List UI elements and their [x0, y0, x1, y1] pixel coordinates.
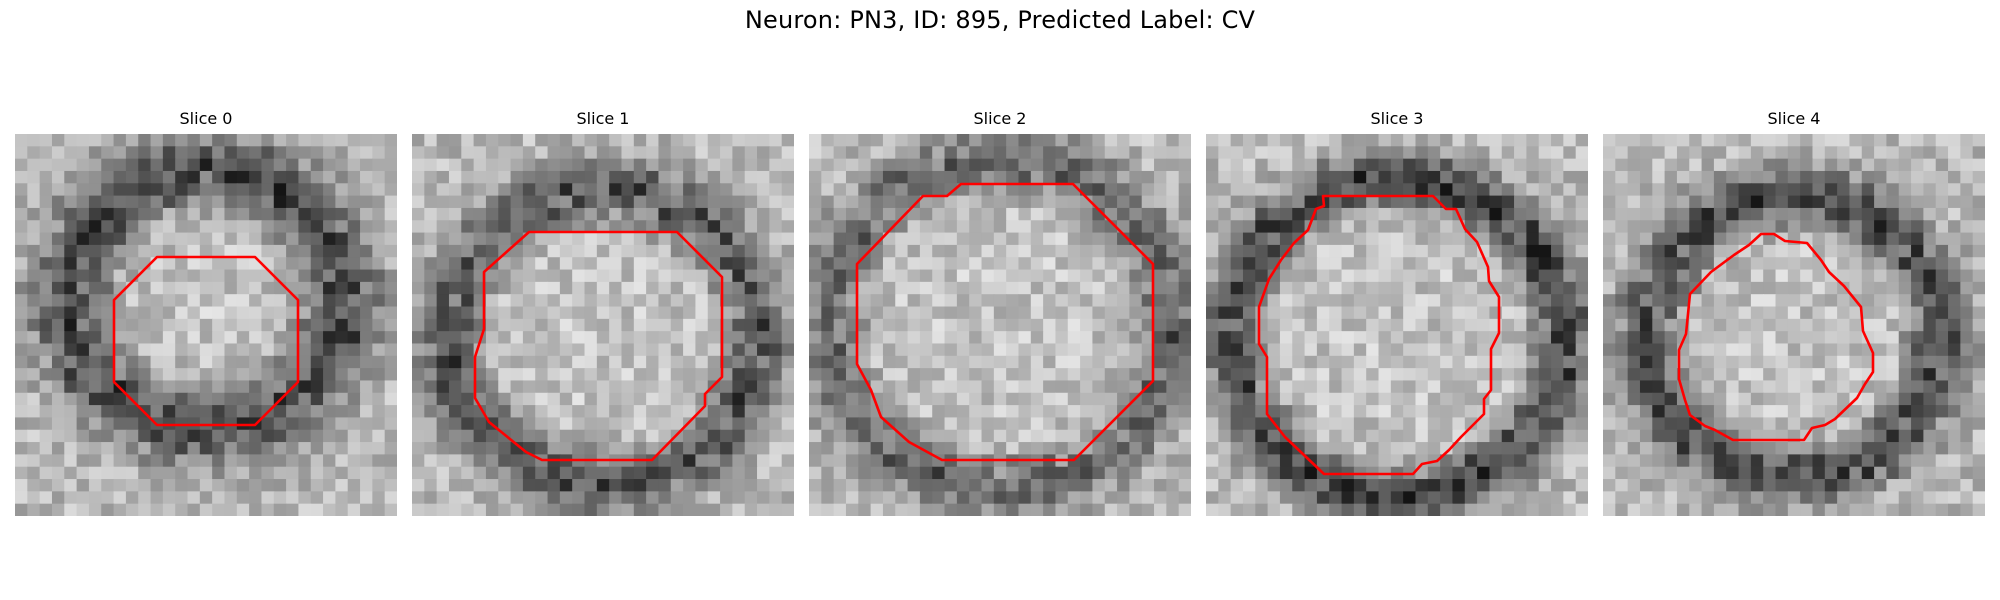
slice-title: Slice 0 — [179, 109, 233, 128]
slice-panel-4: Slice 4 — [1603, 108, 1985, 516]
slice-panel-2: Slice 2 — [809, 108, 1191, 516]
slice-title: Slice 3 — [1370, 109, 1424, 128]
segmentation-contour — [1257, 194, 1501, 476]
slice-image-0 — [15, 134, 397, 516]
slice-image-1 — [412, 134, 794, 516]
slice-title: Slice 4 — [1767, 109, 1821, 128]
slice-title: Slice 1 — [576, 109, 630, 128]
slice-panel-1: Slice 1 — [412, 108, 794, 516]
slice-image-4 — [1603, 134, 1985, 516]
segmentation-contour — [1677, 232, 1875, 442]
segmentation-contour — [112, 255, 300, 427]
slice-image-2 — [809, 134, 1191, 516]
figure-title: Neuron: PN3, ID: 895, Predicted Label: C… — [744, 6, 1256, 34]
segmentation-contour — [473, 230, 724, 462]
slice-panel-0: Slice 0 — [15, 108, 397, 516]
slice-panel-3: Slice 3 — [1206, 108, 1588, 516]
slice-image-3 — [1206, 134, 1588, 516]
slice-title: Slice 2 — [973, 109, 1027, 128]
segmentation-contour — [855, 182, 1155, 462]
